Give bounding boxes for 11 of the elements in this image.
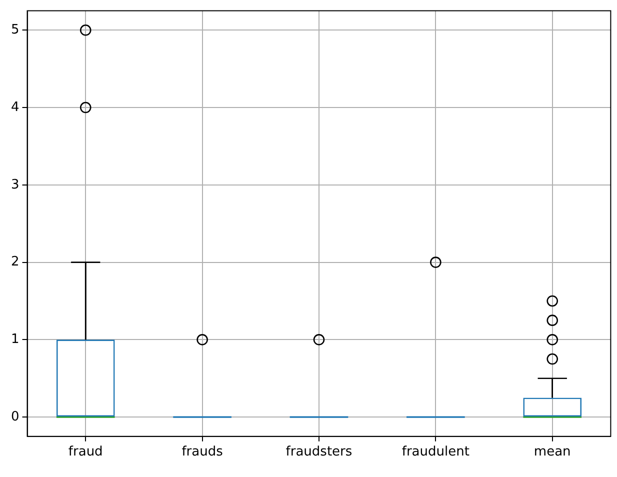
- x-tick-label: frauds: [182, 444, 224, 460]
- y-tick-label: 0: [10, 409, 20, 424]
- y-tick-label: 1: [10, 332, 20, 348]
- y-tick-label: 4: [10, 100, 20, 115]
- x-tick-label: fraudsters: [286, 444, 352, 460]
- x-tick-label: mean: [534, 444, 571, 460]
- y-tick-label: 5: [10, 22, 20, 38]
- y-tick-label: 2: [10, 254, 20, 270]
- x-tick-label: fraud: [68, 444, 103, 460]
- x-tick-label: fraudulent: [402, 444, 470, 460]
- y-tick-label: 3: [10, 177, 20, 192]
